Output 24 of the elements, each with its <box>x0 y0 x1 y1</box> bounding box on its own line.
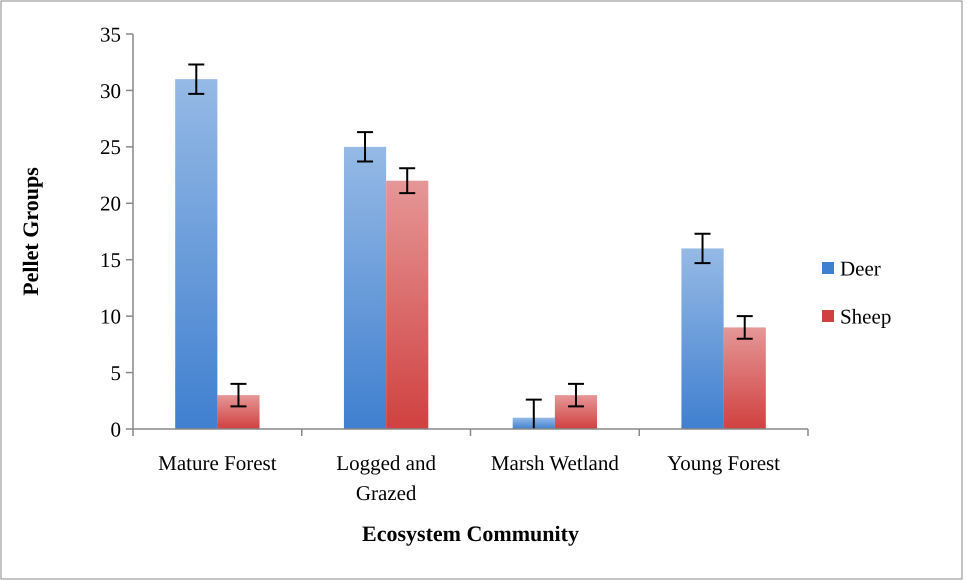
y-tick-label: 25 <box>100 135 121 160</box>
y-tick-label: 0 <box>110 417 121 442</box>
x-tick-label: Marsh Wetland <box>490 451 620 475</box>
x-axis-title: Ecosystem Community <box>362 521 579 546</box>
y-tick-label: 5 <box>110 360 121 385</box>
x-tick-label: Mature Forest <box>158 451 277 475</box>
y-tick-label: 15 <box>100 248 121 272</box>
legend-label: Deer <box>840 256 881 280</box>
bar <box>344 146 386 429</box>
bar <box>512 418 555 429</box>
bar <box>554 395 598 429</box>
bar <box>386 180 428 429</box>
bar <box>681 248 724 429</box>
y-tick-label: 20 <box>100 192 121 216</box>
legend-label: Sheep <box>840 304 892 328</box>
x-tick-label: Logged and Grazed <box>336 451 436 505</box>
x-tick-label: Young Forest <box>667 451 780 475</box>
y-axis-title: Pellet Groups <box>18 166 43 296</box>
bar <box>175 79 218 429</box>
y-tick-label: 35 <box>100 22 121 46</box>
bar <box>217 395 260 429</box>
y-tick-label: 10 <box>100 304 121 328</box>
bar <box>724 327 766 429</box>
y-tick-label: 30 <box>100 78 121 103</box>
